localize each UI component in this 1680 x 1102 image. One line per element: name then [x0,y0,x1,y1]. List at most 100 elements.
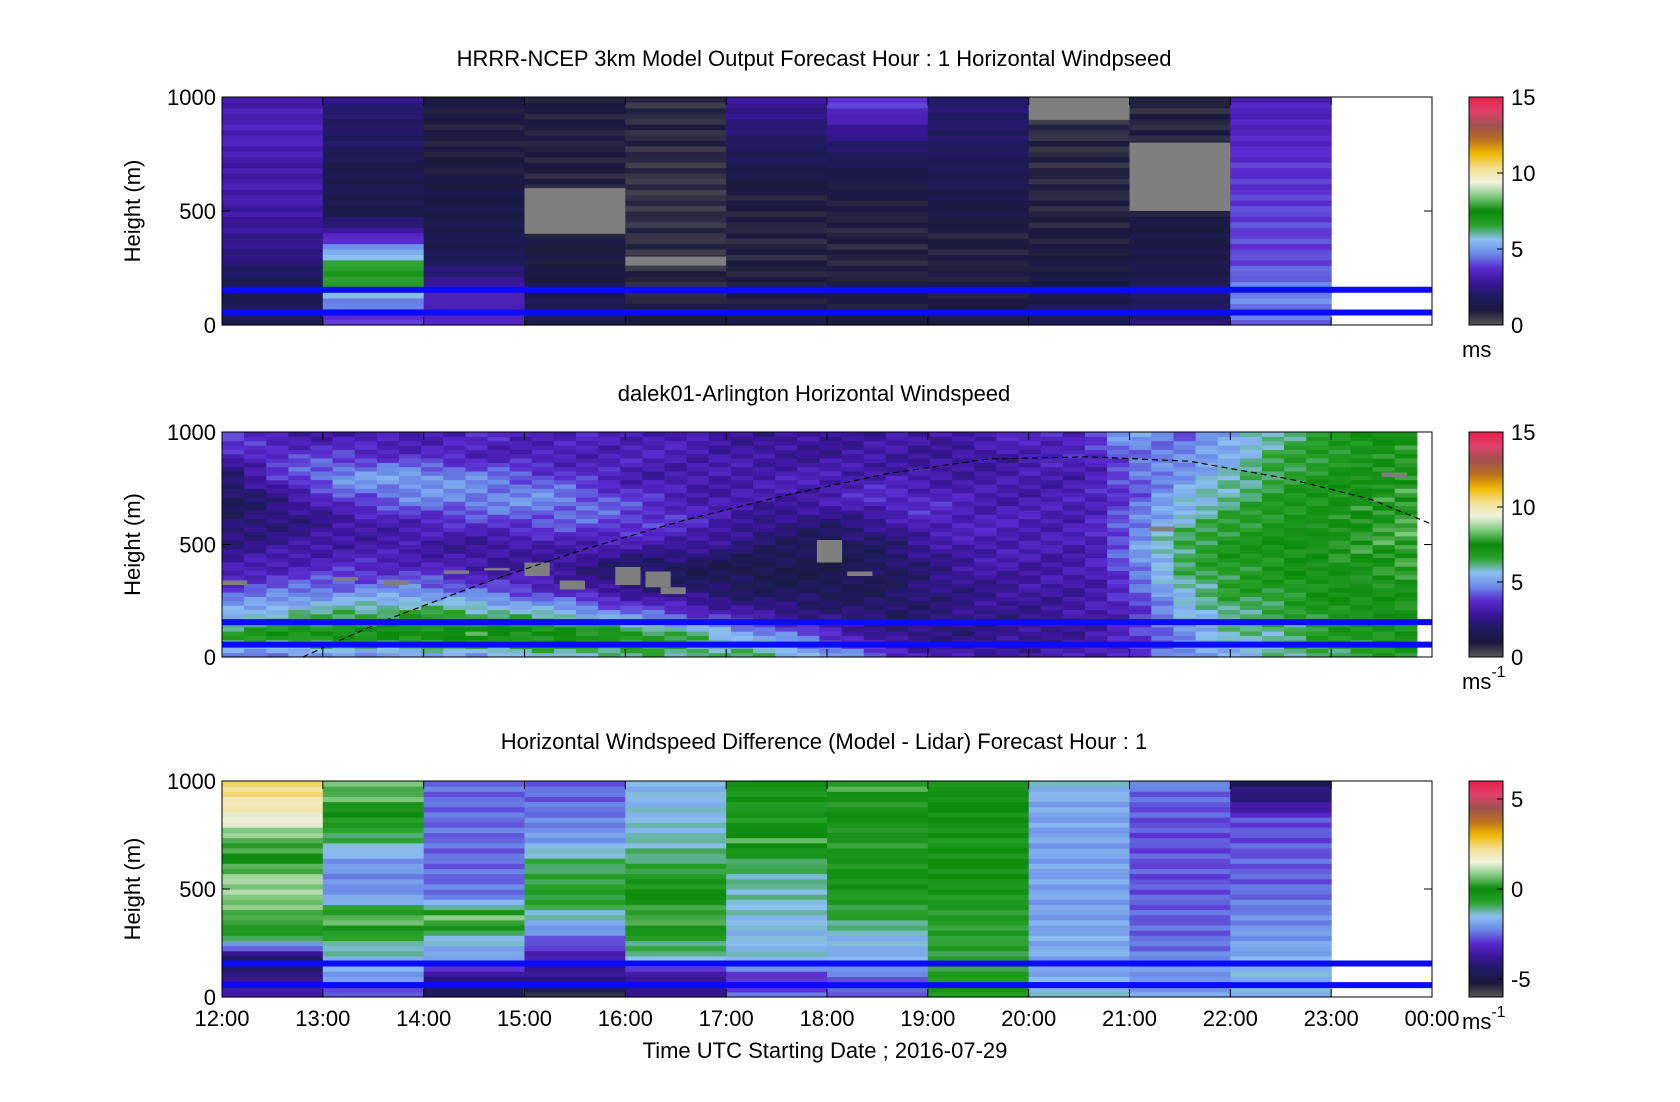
heatmap-cell [1040,553,1064,559]
heatmap-cell [775,436,798,442]
heatmap-cell [1085,635,1108,641]
heatmap-cell [1028,796,1131,803]
heatmap-cell [726,925,828,931]
heatmap-cell [288,527,312,533]
heatmap-cell [322,178,425,185]
heatmap-cell [1018,605,1042,610]
heatmap-cell [708,605,732,610]
heatmap-cell [443,501,466,507]
heatmap-cell [708,440,732,446]
heatmap-cell [465,561,489,567]
heatmap-cell [576,648,599,654]
heatmap-cell [222,462,245,468]
heatmap-cell [598,531,621,537]
heatmap-cell [664,466,688,472]
heatmap-cell [1217,583,1241,589]
heatmap-cell [332,561,356,567]
heatmap-cell [797,652,820,658]
x-axis-ticks [221,97,1433,325]
heatmap-cell [1328,458,1352,463]
heatmap-cell [222,488,245,494]
heatmap-cell [1040,475,1064,481]
heatmap-cell [423,935,526,941]
heatmap-cell [423,781,526,787]
heatmap-cell [266,626,289,632]
heatmap-cell [1151,587,1174,593]
heatmap-cell [686,488,710,494]
heatmap-cell [1230,205,1332,212]
heatmap-cell [1262,592,1285,597]
heatmap-cell [730,458,754,463]
heatmap-cell [487,475,511,481]
heatmap-cell [509,561,533,567]
heatmap-cell [531,609,555,615]
heatmap-cell [625,249,727,255]
heatmap-cell [753,462,776,468]
heatmap-cell [797,453,820,459]
heatmap-cell [1394,540,1418,546]
heatmap-cell [1062,458,1086,463]
panel-lidar-windspeed: dalek01-Arlington Horizontal Windspeed 0… [120,381,1535,694]
heatmap-cell [399,648,422,654]
heatmap-cell [1173,544,1197,550]
heatmap-cell [524,945,626,952]
heatmap-cell [827,238,929,245]
heatmap-cell [322,894,425,900]
heatmap-cell [1107,462,1130,468]
heatmap-cell [399,596,422,602]
heatmap-cell [576,496,599,502]
heatmap-cell [332,505,356,511]
heatmap-cell [553,574,577,580]
heatmap-cell [1040,522,1064,528]
heatmap-cell [354,561,378,567]
heatmap-cell [1230,178,1332,185]
heatmap-cell [827,118,929,125]
heatmap-cell [927,227,1030,234]
heatmap-cell [310,527,334,533]
heatmap-cell [288,501,312,507]
heatmap-cell [1028,232,1131,239]
heatmap-cell [1284,479,1307,485]
heatmap-cell [863,496,887,502]
heatmap-cell [531,574,555,580]
heatmap-cell [930,631,953,636]
heatmap-cell [952,587,975,593]
heatmap-cell [708,492,732,498]
heatmap-cell [730,605,754,610]
heatmap-cell [399,462,422,468]
heatmap-cell [974,440,997,446]
heatmap-cell [322,102,425,109]
heatmap-cell [1173,483,1197,489]
heatmap-cell [863,596,887,602]
heatmap-cell [487,453,511,459]
heatmap-cell [1028,276,1131,283]
heatmap-cell [1328,436,1352,442]
heatmap-cell [819,648,843,654]
heatmap-cell [726,124,828,131]
heatmap-cell [553,514,577,520]
heatmap-cell [1350,583,1374,589]
heatmap-cell [222,557,245,563]
heatmap-cell [1129,303,1231,310]
heatmap-cell [443,453,466,459]
heatmap-cell [1195,531,1219,537]
heatmap-cell [1284,505,1307,511]
heatmap-cell [1284,488,1307,494]
heatmap-cell [1262,548,1285,554]
heatmap-cell [620,583,643,589]
heatmap-cell [423,297,526,304]
heatmap-cell [1239,492,1263,498]
heatmap-cell [930,505,953,511]
heatmap-cell [775,505,798,511]
heatmap-cell [244,453,267,459]
heatmap-cell [376,605,400,610]
heatmap-cell [730,440,754,446]
heatmap-cell [1306,462,1329,468]
heatmap-cell [222,971,324,977]
heatmap-cell [930,583,953,589]
heatmap-cell [1018,570,1042,576]
heatmap-cell [1129,940,1231,947]
heatmap-cell [1195,453,1219,459]
heatmap-cell [1173,440,1197,446]
heatmap-cell [1306,635,1329,641]
